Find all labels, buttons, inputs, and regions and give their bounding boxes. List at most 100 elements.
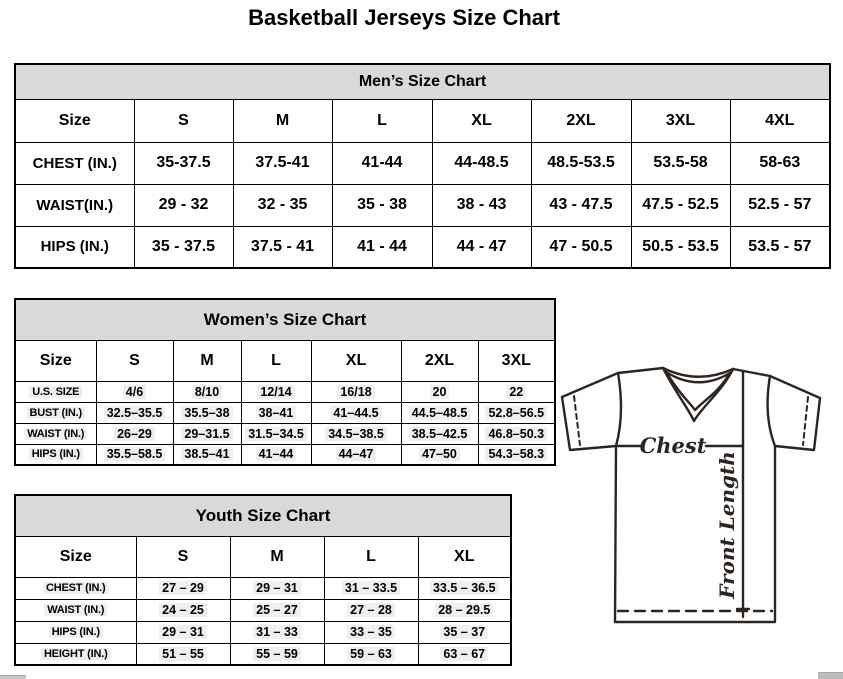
jersey-vneck-outer	[661, 366, 735, 423]
column-header: M	[229, 535, 325, 578]
value-cell: 52.8–56.5	[477, 401, 556, 424]
horizontal-scrollbar-fragment-right[interactable]	[818, 672, 843, 679]
jersey-right-sleeve	[768, 374, 822, 452]
table-row: WAIST (IN.) 26–29 29–31.5 31.5–34.5 34.5–38.…	[14, 422, 556, 445]
value-cell: 33.5 – 36.5	[417, 576, 512, 600]
value-cell: 41 - 44	[331, 225, 433, 269]
column-header: M	[232, 98, 333, 143]
jersey-left-sleeve	[560, 371, 620, 452]
table-row: HEIGHT (IN.) 51 – 55 55 – 59 59 – 63 63 – 67	[14, 642, 512, 666]
row-label: HEIGHT (IN.)	[14, 642, 137, 666]
value-cell: 55 – 59	[229, 642, 325, 666]
jersey-left-shoulder-line	[616, 366, 665, 375]
value-cell: 51 – 55	[135, 642, 231, 666]
value-cell: 12/14	[240, 380, 312, 403]
horizontal-scrollbar-fragment-left[interactable]	[0, 675, 26, 679]
value-cell: 35-37.5	[133, 141, 234, 185]
value-cell: 52.5 - 57	[729, 183, 831, 227]
value-cell: 26–29	[95, 422, 174, 445]
page-title: Basketball Jerseys Size Chart	[248, 5, 560, 30]
value-cell: 27 – 29	[135, 576, 231, 600]
column-header: 2XL	[400, 339, 479, 382]
jersey-measurement-diagram: Chest Front Length	[560, 366, 822, 624]
table-row: HIPS (IN.) 35 - 37.5 37.5 - 41 41 - 44 44 - …	[14, 225, 831, 269]
row-label: BUST (IN.)	[14, 401, 97, 424]
jersey-vneck-inner	[665, 371, 731, 412]
chest-label: Chest	[640, 433, 707, 458]
column-header: 3XL	[630, 98, 731, 143]
value-cell: 58-63	[729, 141, 831, 185]
value-cell: 32 - 35	[232, 183, 333, 227]
column-header: 3XL	[477, 339, 556, 382]
column-header: L	[331, 98, 433, 143]
table-row: WAIST (IN.) 24 – 25 25 – 27 27 – 28 28 – 29.…	[14, 598, 512, 622]
value-cell: 44 - 47	[431, 225, 532, 269]
value-cell: 47.5 - 52.5	[630, 183, 731, 227]
value-cell: 44–47	[310, 443, 402, 466]
column-header: S	[133, 98, 234, 143]
table-row: HIPS (IN.) 35.5–58.5 38.5–41 41–44 44–47 47–5…	[14, 443, 556, 466]
value-cell: 46.8–50.3	[477, 422, 556, 445]
value-cell: 53.5 - 57	[729, 225, 831, 269]
value-cell: 22	[477, 380, 556, 403]
value-cell: 38–41	[240, 401, 312, 424]
value-cell: 35.5–38	[172, 401, 242, 424]
row-label: WAIST (IN.)	[14, 598, 137, 622]
column-header: XL	[310, 339, 402, 382]
row-label: HIPS (IN.)	[14, 225, 135, 269]
value-cell: 44.5–48.5	[400, 401, 479, 424]
value-cell: 38.5–41	[172, 443, 242, 466]
value-cell: 8/10	[172, 380, 242, 403]
table-row: BUST (IN.) 32.5–35.5 35.5–38 38–41 41–44.5 44…	[14, 401, 556, 424]
youth-table-title: Youth Size Chart	[14, 494, 512, 537]
column-header: XL	[431, 98, 532, 143]
row-label: CHEST (IN.)	[14, 141, 135, 185]
value-cell: 37.5 - 41	[232, 225, 333, 269]
value-cell: 29 - 32	[133, 183, 234, 227]
column-header: XL	[417, 535, 512, 578]
value-cell: 59 – 63	[323, 642, 419, 666]
value-cell: 48.5-53.5	[530, 141, 632, 185]
column-header: S	[95, 339, 174, 382]
table-row: WAIST(IN.) 29 - 32 32 - 35 35 - 38 38 - 43 43…	[14, 183, 831, 227]
value-cell: 31 – 33.5	[323, 576, 419, 600]
value-cell: 29 – 31	[135, 620, 231, 644]
size-column-header: Size	[14, 535, 137, 578]
value-cell: 31.5–34.5	[240, 422, 312, 445]
value-cell: 33 – 35	[323, 620, 419, 644]
value-cell: 47–50	[400, 443, 479, 466]
row-label: HIPS (IN.)	[14, 443, 97, 466]
value-cell: 32.5–35.5	[95, 401, 174, 424]
row-label: U.S. SIZE	[14, 380, 97, 403]
value-cell: 34.5–38.5	[310, 422, 402, 445]
jersey-right-cuff-dashes	[802, 396, 809, 446]
jersey-collar-back-inner	[664, 370, 732, 384]
value-cell: 16/18	[310, 380, 402, 403]
value-cell: 29–31.5	[172, 422, 242, 445]
size-column-header: Size	[14, 339, 97, 382]
column-header: M	[172, 339, 242, 382]
row-label: CHEST (IN.)	[14, 576, 137, 600]
value-cell: 37.5-41	[232, 141, 333, 185]
value-cell: 41–44.5	[310, 401, 402, 424]
value-cell: 25 – 27	[229, 598, 325, 622]
column-header: L	[323, 535, 419, 578]
column-header: 4XL	[729, 98, 831, 143]
table-row: U.S. SIZE 4/6 8/10 12/14 16/18 20 22	[14, 380, 556, 403]
jersey-left-armhole	[614, 371, 623, 448]
mens-size-table: Men’s Size Chart Size S M L XL 2XL 3XL 4XL CHEST…	[14, 63, 832, 269]
value-cell: 38.5–42.5	[400, 422, 479, 445]
value-cell: 35.5–58.5	[95, 443, 174, 466]
value-cell: 24 – 25	[135, 598, 231, 622]
size-column-header: Size	[14, 98, 135, 143]
womens-size-table: Women’s Size Chart Size S M L XL 2XL 3XL U.S. S…	[14, 298, 557, 466]
jersey-collar-back-outer	[661, 366, 735, 378]
column-header: L	[240, 339, 312, 382]
jersey-body-outline	[613, 444, 777, 624]
value-cell: 35 - 37.5	[133, 225, 234, 269]
value-cell: 44-48.5	[431, 141, 532, 185]
value-cell: 35 – 37	[417, 620, 512, 644]
value-cell: 20	[400, 380, 479, 403]
jersey-right-armhole	[766, 374, 777, 448]
